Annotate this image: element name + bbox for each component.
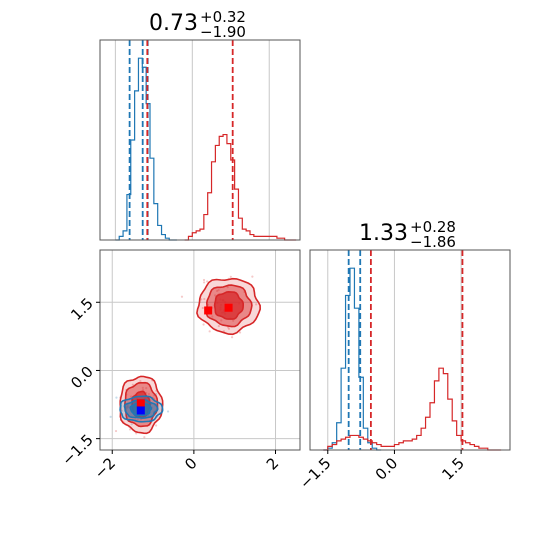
scatter-point (131, 383, 134, 386)
scatter-point (227, 327, 231, 330)
scatter-point (139, 380, 142, 383)
scatter-point (220, 319, 223, 322)
scatter-point (201, 306, 204, 310)
histogram-series-1 (115, 57, 177, 241)
panel-title: 0.73 +0.32 −1.90 (149, 8, 246, 41)
scatter-point (125, 405, 128, 408)
scatter-point (203, 281, 206, 284)
true-value-markers (136, 303, 233, 415)
scatter-point (200, 298, 203, 301)
scatter-point (216, 289, 219, 293)
true-value-marker (204, 306, 213, 315)
scatter-point (251, 275, 254, 278)
true-value-marker (224, 303, 233, 312)
x-tick-label: 0.0 (372, 454, 402, 484)
scatter-point (226, 286, 229, 289)
scatter-point (202, 323, 205, 326)
quantile-lines (347, 250, 464, 450)
scatter-point (147, 392, 150, 396)
title-value: 1.33 (359, 221, 408, 246)
scatter-point (115, 396, 118, 399)
scatter-point (202, 278, 206, 282)
y-tick-label: 0.0 (67, 363, 97, 393)
axes-frame (309, 249, 511, 451)
x-tick-label: −2 (91, 454, 119, 482)
x-tick-label: −1.5 (296, 454, 334, 492)
scatter-point (232, 319, 235, 322)
y-tick-label: −1.5 (58, 431, 96, 469)
scatter-point (238, 331, 242, 334)
x-tick-label: 0 (181, 454, 200, 473)
histogram-panel-param-1: 0.73 +0.32 −1.90 (99, 8, 301, 241)
scatter-point (255, 303, 258, 306)
axes-frame (99, 39, 301, 241)
x-tick-labels: −2 0 2 (91, 450, 282, 482)
grid-lines (114, 40, 270, 240)
scatter-point (217, 324, 220, 328)
scatter-point (206, 280, 209, 283)
scatter-point (166, 410, 170, 413)
histogram-panel-param-2: −1.5 0.0 1.5 1.33 +0.28 −1.86 (296, 218, 511, 493)
y-tick-label: 1.5 (67, 294, 97, 324)
scatter-point (211, 315, 214, 318)
quantile-lines (128, 40, 234, 240)
grid-lines (100, 250, 300, 450)
true-value-marker (136, 399, 145, 408)
x-tick-label: 1.5 (438, 454, 468, 484)
scatter-point (214, 294, 217, 297)
histogram-series-1 (323, 267, 382, 451)
scatter-point (130, 395, 133, 398)
scatter-point (230, 336, 234, 339)
scatter-point (114, 429, 118, 433)
title-value: 0.73 (149, 11, 198, 36)
scatter-point (141, 388, 145, 392)
title-lower-error: −1.90 (200, 23, 246, 41)
scatter-point (217, 289, 220, 292)
histogram-series (323, 267, 502, 451)
scatter-point (130, 423, 133, 426)
scatter-point (128, 428, 132, 431)
x-tick-labels: −1.5 0.0 1.5 (296, 450, 468, 493)
title-upper-error: +0.28 (410, 218, 456, 236)
scatter-point (203, 297, 206, 301)
scatter-point (145, 387, 148, 390)
scatter-point (208, 330, 211, 333)
scatter-point (109, 415, 112, 418)
grid-lines (327, 250, 462, 450)
x-tick-label: 2 (263, 454, 282, 473)
axes-frame (99, 249, 301, 451)
scatter-point (127, 405, 130, 408)
panel-title: 1.33 +0.28 −1.86 (359, 218, 456, 251)
contour-panel: −2 0 2 −1.5 0.0 1.5 (58, 249, 301, 482)
title-upper-error: +0.32 (200, 8, 246, 26)
scatter-point (141, 386, 144, 389)
scatter-point (126, 406, 129, 409)
scatter-point (143, 436, 146, 439)
scatter-point (136, 418, 140, 421)
scatter-point (155, 424, 158, 427)
title-lower-error: −1.86 (410, 233, 456, 251)
y-tick-labels: −1.5 0.0 1.5 (58, 294, 100, 469)
scatter-point (180, 295, 184, 298)
scatter-point (229, 275, 232, 279)
true-value-marker (136, 406, 145, 415)
histogram-series-2 (184, 133, 297, 241)
histogram-series-2 (323, 367, 502, 451)
